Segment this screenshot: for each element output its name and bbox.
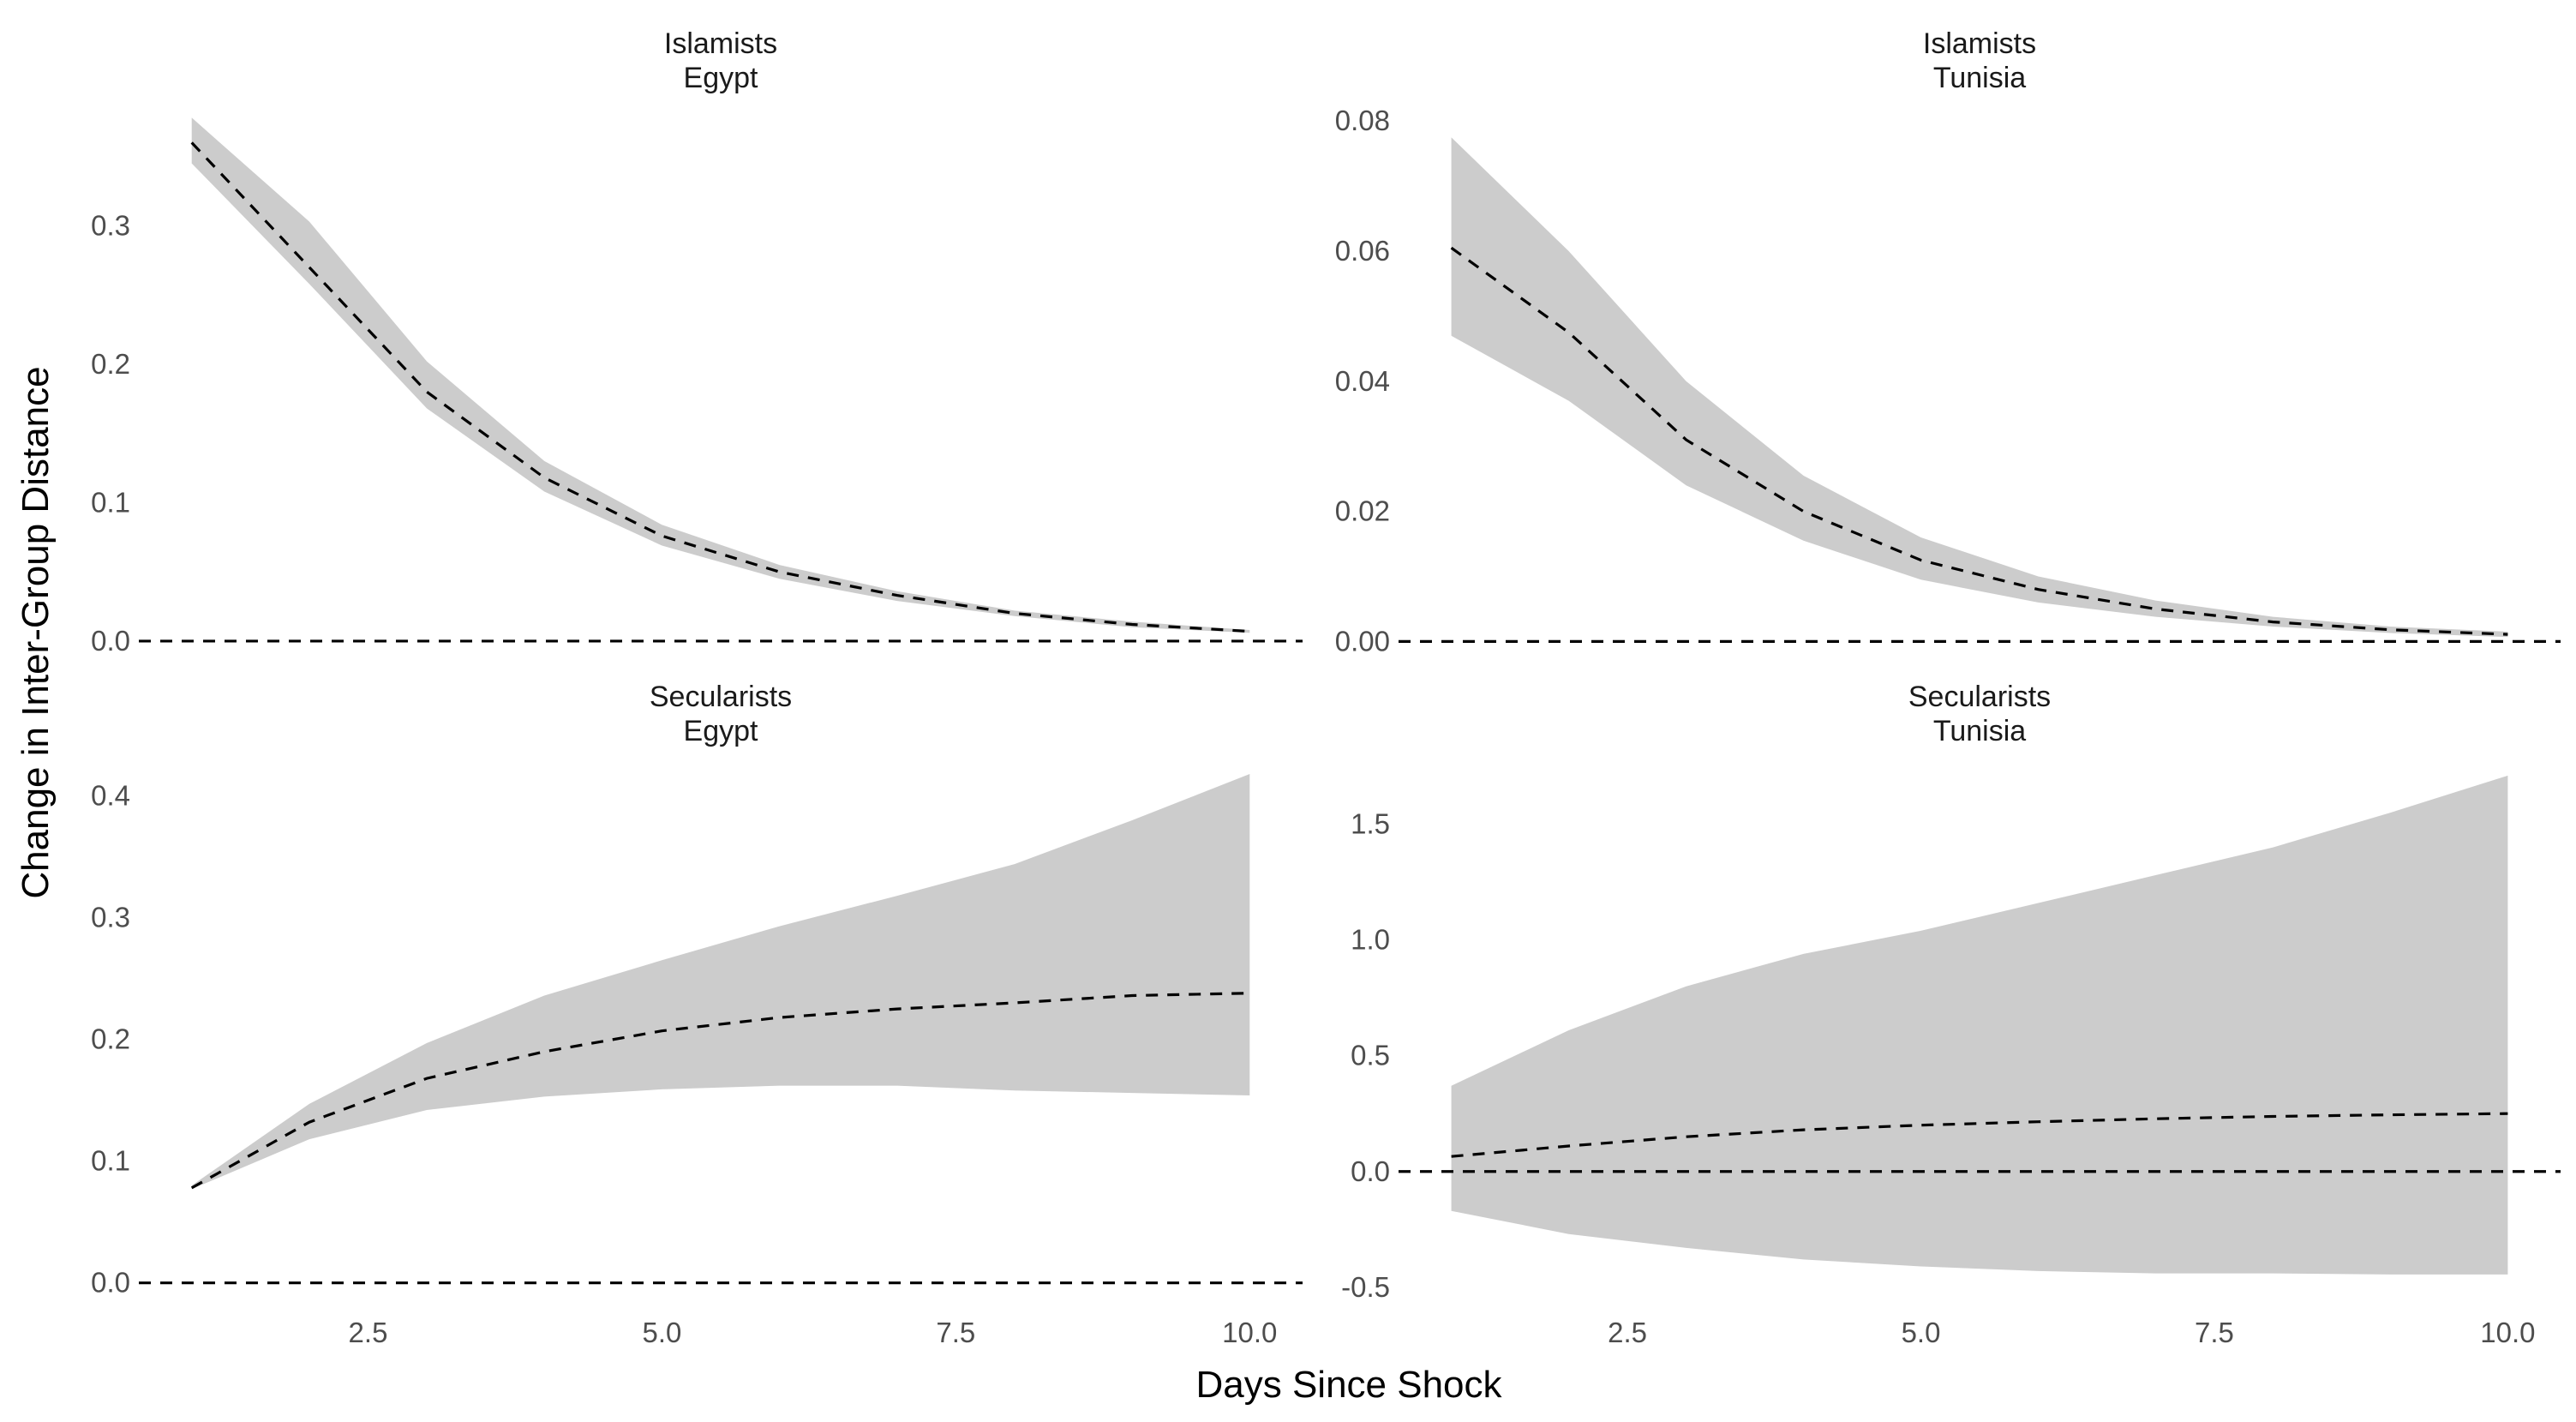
- estimate-line: [1450, 246, 2508, 636]
- y-tick-label: 0.08: [1335, 105, 1390, 136]
- y-axis-title: Change in Inter-Group Distance: [15, 366, 57, 898]
- y-tick-label: 0.3: [91, 902, 130, 933]
- y-tick-label: 0.00: [1335, 625, 1390, 657]
- panel-strip-title: Egypt: [684, 715, 758, 747]
- panel-strip-title: Tunisia: [1933, 62, 2026, 94]
- confidence-ribbon: [191, 117, 1250, 633]
- x-tick-label: 10.0: [1222, 1317, 1277, 1348]
- estimate-line: [190, 141, 1250, 633]
- panel-strip-title: Secularists: [650, 681, 792, 713]
- y-tick-label: 0.1: [91, 1145, 130, 1177]
- x-tick-label: 2.5: [349, 1317, 388, 1348]
- y-tick-label: -0.5: [1341, 1271, 1390, 1303]
- y-tick-label: 0.04: [1335, 365, 1390, 397]
- y-tick-label: 0.1: [91, 486, 130, 518]
- x-axis-title: Days Since Shock: [1195, 1364, 1502, 1406]
- y-tick-label: 0.3: [91, 209, 130, 241]
- y-tick-label: 1.0: [1351, 924, 1390, 956]
- x-tick-label: 7.5: [936, 1317, 975, 1348]
- panel-strip-title: Tunisia: [1933, 715, 2026, 747]
- confidence-ribbon: [1451, 137, 2508, 638]
- y-tick-label: 0.2: [91, 1023, 130, 1055]
- y-tick-label: 0.2: [91, 348, 130, 380]
- x-tick-label: 10.0: [2480, 1317, 2535, 1348]
- panel-strip-title: Islamists: [664, 27, 777, 60]
- y-tick-label: 0.0: [91, 1267, 130, 1299]
- y-tick-label: 0.0: [1351, 1155, 1390, 1187]
- x-tick-label: 5.0: [642, 1317, 681, 1348]
- panel-strip-title: Egypt: [684, 62, 758, 94]
- confidence-ribbon: [1451, 775, 2508, 1275]
- estimate-line: [190, 992, 1250, 1190]
- x-tick-label: 7.5: [2195, 1317, 2234, 1348]
- panel-strip-title: Islamists: [1923, 27, 2036, 60]
- confidence-ribbon: [191, 774, 1250, 1190]
- y-tick-label: 1.5: [1351, 808, 1390, 840]
- y-tick-label: 0.06: [1335, 235, 1390, 267]
- panels: IslamistsEgypt0.00.10.20.3IslamistsTunis…: [91, 27, 2561, 1348]
- y-tick-label: 0.0: [91, 625, 130, 657]
- panel-strip-title: Secularists: [1908, 681, 2051, 713]
- estimate-line: [1451, 1112, 2508, 1158]
- y-tick-label: 0.5: [1351, 1040, 1390, 1071]
- y-tick-label: 0.02: [1335, 495, 1390, 527]
- x-tick-label: 2.5: [1608, 1317, 1647, 1348]
- y-tick-label: 0.4: [91, 780, 130, 812]
- x-tick-label: 5.0: [1902, 1317, 1941, 1348]
